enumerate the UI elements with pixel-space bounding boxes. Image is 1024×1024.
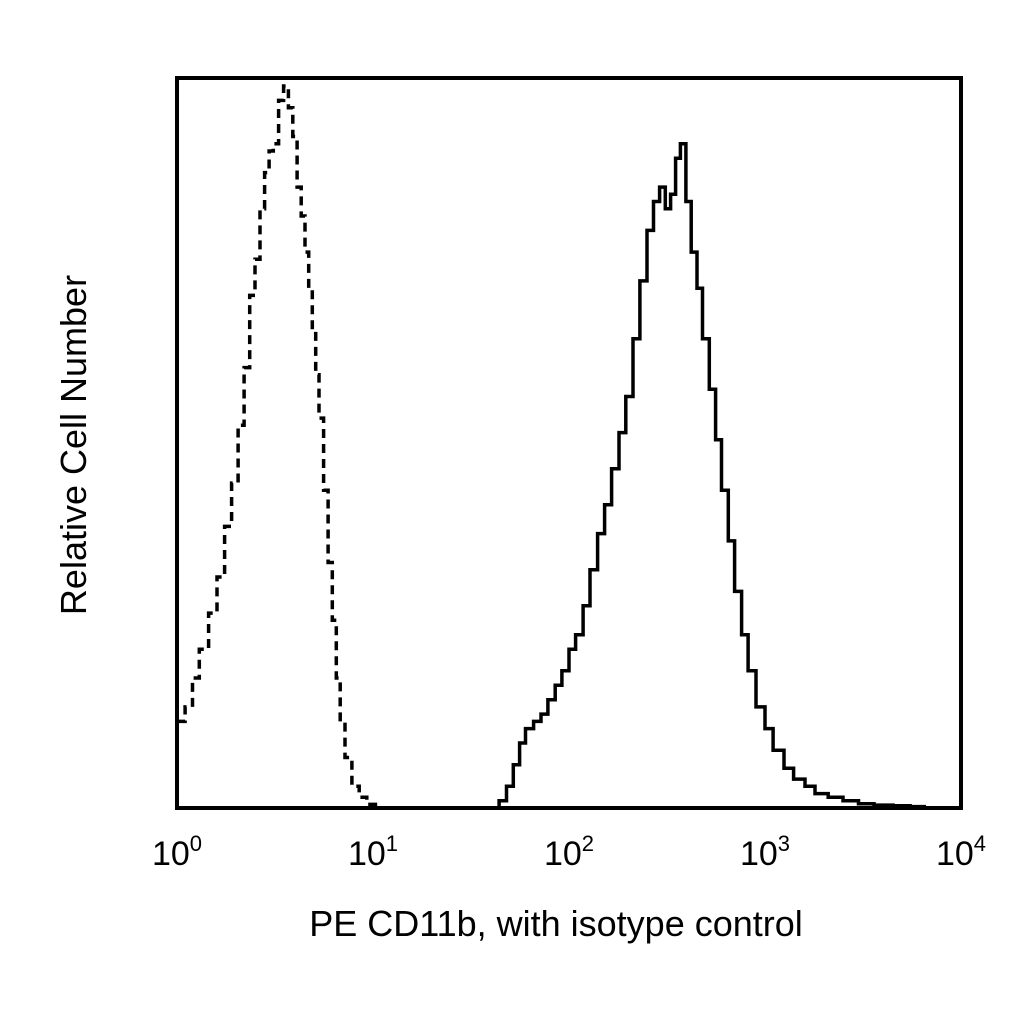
- plot-frame: [175, 76, 963, 810]
- x-tick-label: 100: [152, 831, 202, 873]
- x-tick-label: 101: [348, 831, 398, 873]
- y-axis-label: Relative Cell Number: [53, 275, 94, 615]
- histogram-series-dashed: [177, 84, 379, 808]
- histogram-series-solid: [491, 142, 927, 810]
- x-tick-label: 103: [740, 831, 790, 873]
- x-tick-label: 102: [544, 831, 594, 873]
- series-layer: [177, 84, 927, 810]
- x-axis-label: PE CD11b, with isotype control: [309, 903, 803, 944]
- x-tick-labels: 100 101 102 103 104: [152, 831, 986, 873]
- x-tick-label: 104: [936, 831, 986, 873]
